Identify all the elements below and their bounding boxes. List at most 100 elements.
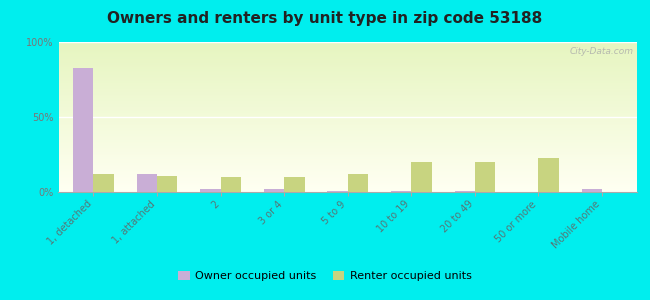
Bar <box>58 63 637 64</box>
Bar <box>58 142 637 143</box>
Bar <box>58 112 637 113</box>
Bar <box>58 96 637 97</box>
Bar <box>284 177 304 192</box>
Bar <box>58 139 637 140</box>
Bar <box>58 83 637 84</box>
Bar <box>58 98 637 99</box>
Bar <box>58 137 637 138</box>
Bar <box>58 175 637 176</box>
Bar <box>58 81 637 82</box>
Bar <box>58 67 637 68</box>
Bar <box>58 189 637 190</box>
Bar <box>58 133 637 134</box>
Bar <box>58 87 637 88</box>
Bar <box>73 68 94 192</box>
Bar <box>58 82 637 83</box>
Bar <box>58 148 637 149</box>
Bar <box>328 190 348 192</box>
Bar <box>58 130 637 131</box>
Bar <box>58 85 637 86</box>
Bar <box>58 65 637 66</box>
Bar <box>58 73 637 74</box>
Bar <box>58 149 637 150</box>
Bar <box>58 51 637 52</box>
Bar <box>58 150 637 151</box>
Bar <box>58 145 637 146</box>
Bar <box>58 188 637 189</box>
Bar <box>264 189 284 192</box>
Bar <box>58 58 637 59</box>
Bar <box>348 174 368 192</box>
Bar <box>58 69 637 70</box>
Bar <box>58 85 637 86</box>
Bar <box>58 62 637 63</box>
Bar <box>58 135 637 136</box>
Bar <box>58 78 637 79</box>
Bar <box>136 174 157 192</box>
Bar <box>58 141 637 142</box>
Bar <box>58 126 637 127</box>
Bar <box>58 92 637 93</box>
Bar <box>454 190 475 192</box>
Bar <box>58 50 637 51</box>
Bar <box>58 125 637 126</box>
Bar <box>58 172 637 173</box>
Bar <box>58 72 637 73</box>
Bar <box>58 146 637 147</box>
Bar <box>157 176 177 192</box>
Bar <box>58 161 637 162</box>
Bar <box>58 187 637 188</box>
Bar <box>58 157 637 158</box>
Bar <box>58 84 637 85</box>
Bar <box>58 186 637 187</box>
Bar <box>58 86 637 87</box>
Bar <box>58 155 637 156</box>
Bar <box>58 151 637 152</box>
Bar <box>58 174 637 175</box>
Bar <box>58 129 637 130</box>
Bar <box>58 118 637 119</box>
Bar <box>58 160 637 161</box>
Bar <box>58 181 637 182</box>
Bar <box>58 55 637 56</box>
Bar <box>58 152 637 153</box>
Bar <box>58 115 637 116</box>
Bar <box>58 80 637 81</box>
Bar <box>58 168 637 169</box>
Bar <box>58 158 637 159</box>
Bar <box>58 156 637 157</box>
Bar <box>58 106 637 107</box>
Bar <box>220 177 241 192</box>
Bar <box>58 68 637 69</box>
Bar <box>58 117 637 118</box>
Bar <box>58 99 637 100</box>
Bar <box>58 76 637 77</box>
Bar <box>58 132 637 133</box>
Bar <box>58 45 637 46</box>
Bar <box>58 56 637 57</box>
Bar <box>58 71 637 72</box>
Bar <box>58 101 637 102</box>
Bar <box>58 77 637 78</box>
Bar <box>58 134 637 135</box>
Bar <box>58 124 637 125</box>
Bar <box>58 66 637 67</box>
Bar <box>58 47 637 48</box>
Bar <box>538 158 559 192</box>
Bar <box>58 54 637 55</box>
Bar <box>58 170 637 171</box>
Bar <box>58 103 637 104</box>
Bar <box>58 128 637 129</box>
Bar <box>58 111 637 112</box>
Bar <box>58 154 637 155</box>
Bar <box>58 82 637 83</box>
Bar <box>58 120 637 121</box>
Bar <box>58 97 637 98</box>
Bar <box>58 64 637 65</box>
Bar <box>411 162 432 192</box>
Text: City-Data.com: City-Data.com <box>570 46 634 56</box>
Bar <box>58 60 637 61</box>
Bar <box>58 166 637 167</box>
Bar <box>58 109 637 110</box>
Bar <box>58 185 637 186</box>
